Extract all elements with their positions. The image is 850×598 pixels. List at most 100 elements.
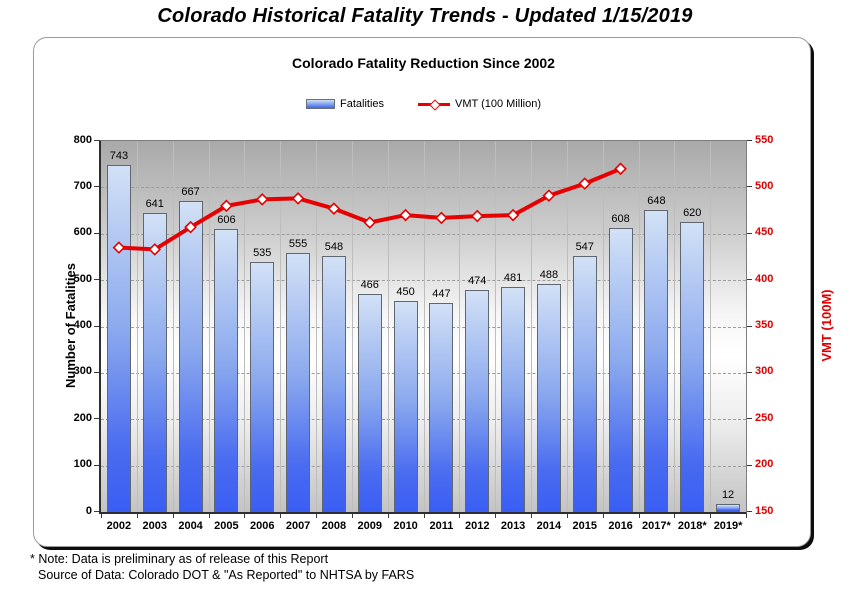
x-axis-tick-label: 2002 (106, 520, 132, 532)
left-axis-tick-label: 100 (73, 458, 92, 471)
vertical-gridline (136, 141, 138, 512)
bar-value-label: 608 (611, 213, 630, 226)
x-axis-tick (172, 513, 174, 518)
vertical-gridline (674, 141, 676, 512)
right-axis-tick (747, 325, 752, 327)
fatalities-bar (393, 301, 418, 512)
x-axis-tick-label: 2013 (500, 520, 526, 532)
left-axis-tick (94, 325, 99, 327)
bar-value-label: 488 (539, 268, 559, 281)
x-axis-tick-label: 2004 (178, 520, 203, 532)
left-axis-tick-label: 0 (85, 504, 92, 517)
x-axis-tick-label: 2017* (642, 520, 671, 532)
legend-vmt-label: VMT (100 Million) (455, 98, 542, 110)
bar-value-label: 447 (432, 287, 451, 300)
right-axis-tick-label: 150 (755, 504, 774, 517)
right-axis-tick (747, 232, 752, 234)
chart-title: Colorado Fatality Reduction Since 2002 (292, 55, 555, 71)
right-axis-tick-label: 300 (755, 365, 774, 378)
fatalities-bar (644, 209, 669, 512)
fatalities-bar (608, 228, 633, 512)
x-axis-tick (710, 513, 712, 518)
left-axis-tick-label: 400 (73, 319, 92, 331)
fatalities-bar (321, 255, 346, 512)
vertical-gridline (351, 141, 353, 512)
page-title: Colorado Historical Fatality Trends - Up… (157, 5, 693, 27)
bar-value-label: 548 (324, 240, 344, 253)
x-axis-tick (531, 513, 532, 518)
x-axis-tick (208, 513, 210, 518)
plot-area: 743 641 667 606 535 555 548 466 450 447 474 481 488 5… (99, 140, 747, 514)
x-axis-tick (459, 513, 461, 518)
right-axis-tick-label: 500 (755, 179, 774, 192)
bar-value-label: 466 (360, 278, 379, 291)
fatalities-bar (106, 165, 131, 512)
footnote-source: Source of Data: Colorado DOT & "As Repor… (38, 568, 415, 582)
bar-value-label: 12 (721, 489, 735, 502)
vertical-gridline (602, 141, 604, 512)
x-axis-tick-label: 2011 (429, 520, 454, 532)
x-axis-tick-label: 2007 (285, 520, 311, 532)
right-axis-tick (747, 140, 752, 141)
right-axis-tick-label: 350 (755, 319, 774, 331)
chart-box: Colorado Fatality Reduction Since 2002 F… (33, 37, 834, 547)
fatalities-bar (178, 200, 203, 512)
x-axis-tick (674, 513, 676, 518)
right-axis-title: VMT (100M) (819, 289, 834, 362)
fatalities-bar (716, 504, 741, 512)
x-axis-tick-label: 2018* (677, 520, 707, 532)
x-axis-tick (638, 513, 640, 518)
footnote-note: * Note: Data is preliminary as of releas… (30, 552, 329, 566)
fatalities-bar (572, 256, 597, 512)
vertical-gridline (566, 141, 568, 512)
bar-value-label: 620 (683, 207, 702, 220)
fatalities-bar (536, 283, 561, 512)
x-axis-tick-label: 2003 (142, 520, 167, 532)
right-axis-tick-label: 400 (755, 272, 774, 285)
x-axis-tick-label: 2016 (608, 520, 633, 532)
left-axis-tick (94, 232, 99, 234)
x-axis-tick-label: 2006 (250, 520, 275, 532)
vertical-gridline (423, 141, 425, 512)
x-axis-tick (101, 513, 102, 518)
legend-fatalities-label: Fatalities (339, 98, 385, 110)
fatalities-bar (250, 261, 275, 512)
x-axis-tick-label: 2015 (572, 520, 597, 532)
left-axis-tick-label: 700 (73, 179, 92, 192)
x-axis-tick (495, 513, 497, 518)
vertical-gridline (316, 141, 317, 512)
vertical-gridline (244, 141, 246, 512)
bar-value-label: 606 (217, 213, 236, 226)
footnotes: * Note: Data is preliminary as of releas… (30, 551, 414, 583)
right-axis-tick (747, 186, 752, 188)
vertical-gridline (710, 141, 712, 512)
left-axis-tick-label: 800 (73, 133, 92, 146)
x-axis-tick (602, 513, 604, 518)
vertical-gridline (531, 141, 532, 512)
legend: Fatalities VMT (100 Million) (101, 98, 746, 111)
left-axis-tick (94, 186, 99, 188)
vertical-gridline (387, 141, 389, 512)
bar-value-label: 474 (468, 275, 487, 288)
x-axis-tick-label: 2019* (713, 520, 743, 532)
vertical-gridline (459, 141, 461, 512)
bar-value-label: 481 (503, 271, 523, 284)
right-axis-tick-label: 200 (755, 458, 774, 471)
right-axis-tick-label: 550 (755, 133, 774, 146)
right-axis-tick (747, 511, 752, 512)
vertical-gridline (638, 141, 640, 512)
vmt-swatch-icon (418, 99, 451, 111)
fatalities-bar (142, 212, 167, 512)
bar-value-label: 450 (396, 286, 415, 299)
fatalities-bar (680, 222, 705, 512)
x-axis-tick (746, 513, 747, 518)
right-axis-tick-label: 250 (755, 411, 774, 424)
bar-value-label: 667 (181, 185, 200, 198)
x-axis-tick-label: 2008 (321, 520, 347, 532)
left-axis-tick (94, 464, 99, 466)
right-axis-tick-label: 450 (755, 226, 774, 239)
x-axis-tick-label: 2010 (393, 520, 418, 532)
vertical-gridline (495, 141, 497, 512)
right-axis-tick (747, 279, 752, 281)
left-axis-tick-label: 200 (73, 411, 92, 424)
